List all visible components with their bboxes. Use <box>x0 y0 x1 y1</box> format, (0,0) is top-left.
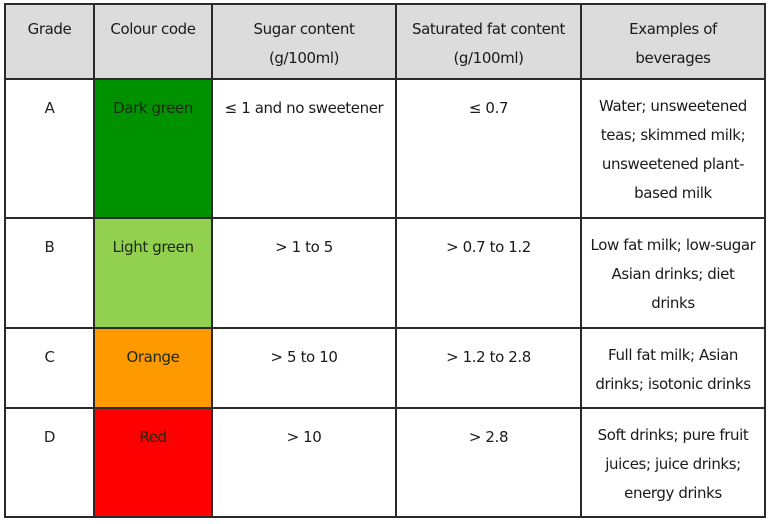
nutri-grade-table: Grade Colour code Sugar content (g/100ml… <box>4 3 766 518</box>
table-row-grade-a: A Dark green ≤ 1 and no sweetener ≤ 0.7 … <box>4 78 766 219</box>
grade-cell: C <box>4 327 95 409</box>
sat-fat-cell: > 2.8 <box>395 407 582 518</box>
colour-swatch-cell: Orange <box>93 327 213 409</box>
sugar-cell: > 10 <box>211 407 397 518</box>
examples-cell: Water; unsweetened teas; skimmed milk; u… <box>580 78 766 219</box>
examples-cell: Low fat milk; low-sugar Asian drinks; di… <box>580 217 766 329</box>
grade-cell: D <box>4 407 95 518</box>
header-examples: Examples of beverages <box>580 3 766 80</box>
colour-swatch-cell: Light green <box>93 217 213 329</box>
table-row-grade-d: D Red > 10 > 2.8 Soft drinks; pure fruit… <box>4 407 766 518</box>
sugar-cell: ≤ 1 and no sweetener <box>211 78 397 219</box>
header-row: Grade Colour code Sugar content (g/100ml… <box>4 3 766 80</box>
examples-cell: Full fat milk; Asian drinks; isotonic dr… <box>580 327 766 409</box>
colour-swatch-cell: Dark green <box>93 78 213 219</box>
sat-fat-cell: > 1.2 to 2.8 <box>395 327 582 409</box>
header-grade: Grade <box>4 3 95 80</box>
examples-cell: Soft drinks; pure fruit juices; juice dr… <box>580 407 766 518</box>
sat-fat-cell: > 0.7 to 1.2 <box>395 217 582 329</box>
grade-cell: A <box>4 78 95 219</box>
sat-fat-cell: ≤ 0.7 <box>395 78 582 219</box>
header-saturated-fat: Saturated fat content (g/100ml) <box>395 3 582 80</box>
grade-cell: B <box>4 217 95 329</box>
colour-swatch-cell: Red <box>93 407 213 518</box>
header-colour-code: Colour code <box>93 3 213 80</box>
table-row-grade-b: B Light green > 1 to 5 > 0.7 to 1.2 Low … <box>4 217 766 329</box>
header-sugar-content: Sugar content (g/100ml) <box>211 3 397 80</box>
sugar-cell: > 1 to 5 <box>211 217 397 329</box>
table-row-grade-c: C Orange > 5 to 10 > 1.2 to 2.8 Full fat… <box>4 327 766 409</box>
sugar-cell: > 5 to 10 <box>211 327 397 409</box>
